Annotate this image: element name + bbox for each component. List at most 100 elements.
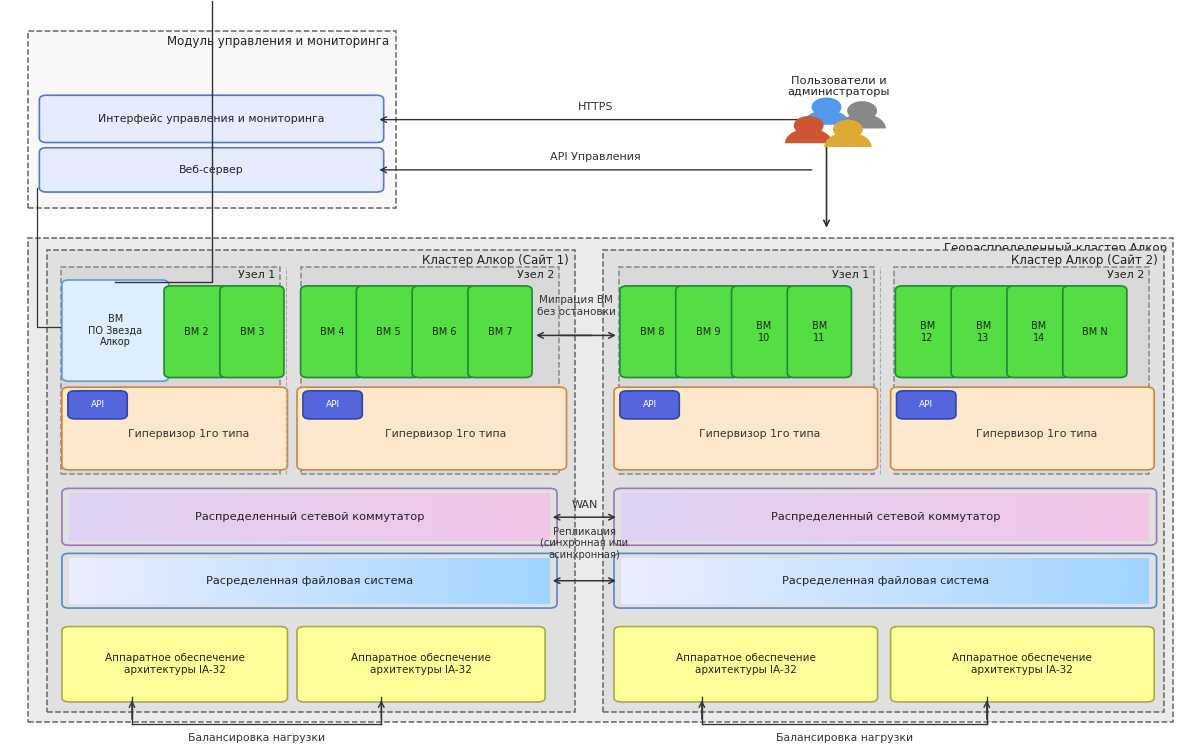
Bar	[215, 493, 218, 541]
Bar	[1097, 558, 1100, 604]
Bar	[326, 558, 328, 604]
Bar	[422, 558, 425, 604]
Bar	[1044, 558, 1046, 604]
Bar	[481, 558, 483, 604]
Text: ВМ 7: ВМ 7	[488, 327, 513, 336]
Bar	[695, 558, 697, 604]
Bar	[1035, 558, 1039, 604]
Bar	[684, 493, 687, 541]
Bar	[112, 558, 114, 604]
Bar	[533, 493, 536, 541]
Bar	[766, 558, 769, 604]
Text: Геораспределенный кластер Алкор: Геораспределенный кластер Алкор	[944, 242, 1167, 254]
Bar	[130, 493, 132, 541]
Bar	[917, 493, 920, 541]
Bar	[682, 558, 684, 604]
Bar	[456, 493, 458, 541]
Bar	[975, 558, 978, 604]
Bar	[453, 558, 456, 604]
Bar	[1128, 558, 1130, 604]
Bar	[888, 558, 890, 604]
Bar	[816, 558, 819, 604]
Bar	[896, 493, 898, 541]
Bar	[687, 558, 690, 604]
Bar	[350, 493, 352, 541]
Text: Узел 1: Узел 1	[238, 270, 276, 280]
Bar	[206, 493, 208, 541]
Bar	[477, 558, 481, 604]
Bar	[161, 558, 163, 604]
Bar	[547, 493, 550, 541]
Bar	[959, 558, 962, 604]
Bar	[502, 558, 505, 604]
Bar	[309, 493, 312, 541]
Bar	[201, 493, 203, 541]
Bar	[509, 558, 512, 604]
Bar	[117, 558, 119, 604]
Bar	[965, 493, 967, 541]
Bar	[827, 493, 829, 541]
Bar	[112, 493, 114, 541]
Bar	[245, 558, 248, 604]
Bar	[257, 558, 259, 604]
Bar	[650, 493, 653, 541]
Bar	[697, 558, 701, 604]
Bar	[647, 558, 650, 604]
Bar	[917, 558, 920, 604]
Bar	[415, 493, 418, 541]
Bar	[71, 558, 74, 604]
Bar	[626, 558, 630, 604]
Bar	[732, 558, 734, 604]
FancyBboxPatch shape	[603, 251, 1164, 712]
Bar	[725, 493, 727, 541]
Bar	[1076, 558, 1078, 604]
Bar	[1035, 493, 1039, 541]
Bar	[1020, 558, 1022, 604]
Bar	[1100, 558, 1102, 604]
Wedge shape	[839, 113, 885, 128]
Bar	[864, 558, 866, 604]
Bar	[1139, 493, 1141, 541]
Bar	[1004, 493, 1007, 541]
Bar	[475, 558, 477, 604]
Bar	[779, 493, 782, 541]
Bar	[206, 558, 208, 604]
Bar	[1015, 558, 1017, 604]
Bar	[177, 493, 180, 541]
FancyBboxPatch shape	[894, 267, 1150, 474]
Bar	[703, 558, 706, 604]
Bar	[239, 493, 242, 541]
Bar	[117, 493, 119, 541]
Bar	[734, 493, 738, 541]
Bar	[79, 558, 81, 604]
Bar	[187, 493, 189, 541]
Bar	[264, 558, 267, 604]
Bar	[764, 493, 766, 541]
Bar	[632, 558, 634, 604]
Bar	[165, 493, 168, 541]
Bar	[885, 558, 888, 604]
Bar	[427, 493, 430, 541]
Bar	[507, 493, 509, 541]
Circle shape	[834, 120, 862, 138]
Bar	[677, 493, 679, 541]
Bar	[317, 493, 319, 541]
Bar	[154, 493, 156, 541]
Bar	[486, 493, 488, 541]
Bar	[252, 558, 255, 604]
Bar	[1089, 558, 1091, 604]
Bar	[446, 493, 449, 541]
Bar	[872, 558, 875, 604]
Bar	[394, 493, 396, 541]
Bar	[1054, 558, 1057, 604]
Bar	[290, 493, 293, 541]
Bar	[1110, 493, 1113, 541]
Bar	[994, 493, 996, 541]
Bar	[343, 493, 345, 541]
Text: Веб-сервер: Веб-сервер	[180, 165, 244, 175]
Text: Распределенный сетевой коммутатор: Распределенный сетевой коммутатор	[195, 512, 424, 521]
Bar	[1002, 493, 1004, 541]
Bar	[690, 558, 693, 604]
Bar	[1123, 558, 1126, 604]
Bar	[437, 493, 439, 541]
